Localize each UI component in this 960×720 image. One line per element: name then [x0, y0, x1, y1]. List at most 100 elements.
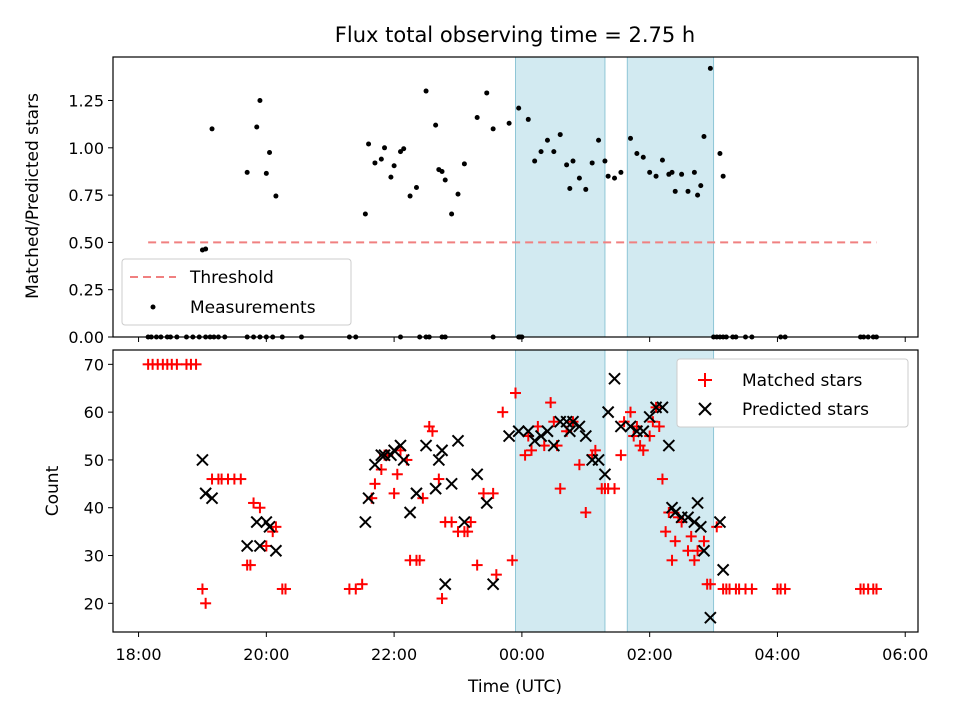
predicted-star-point	[240, 539, 254, 553]
measurement-point	[672, 188, 678, 194]
measurement-point	[659, 157, 665, 163]
measurement-point	[567, 185, 573, 191]
top-y-tick-label: 1.00	[68, 139, 104, 158]
matched-star-point	[637, 444, 649, 456]
bottom-legend-box	[676, 358, 909, 428]
matched-star-point	[554, 483, 566, 495]
measurement-point	[407, 193, 413, 199]
measurement-point	[557, 132, 563, 138]
matched-star-point	[465, 516, 477, 528]
matched-star-point	[525, 444, 537, 456]
top-y-tick-label: 0.00	[68, 328, 104, 347]
x-axis-label: Time (UTC)	[467, 677, 562, 697]
measurement-point	[398, 334, 403, 340]
predicted-star-point	[458, 515, 471, 529]
top-axes: 0.00 0.25 0.50 0.75 1.00 1.25	[68, 56, 919, 347]
measurement-point	[270, 334, 276, 340]
predicted-star-point	[419, 439, 433, 452]
top-data-marks	[145, 65, 879, 340]
measurement-point	[596, 137, 602, 143]
matched-star-point	[519, 449, 531, 461]
measurement-point	[257, 334, 263, 340]
measurement-point	[168, 334, 173, 340]
matched-star-point	[666, 554, 678, 566]
measurement-point	[401, 146, 407, 152]
predicted-star-point	[528, 434, 541, 448]
measurement-point	[263, 334, 269, 340]
predicted-star-point	[681, 511, 695, 524]
measurement-point	[490, 126, 496, 132]
matched-star-point	[478, 487, 490, 499]
measurement-point	[861, 334, 867, 340]
measurements-legend-swatch	[150, 304, 156, 310]
measurement-point	[353, 334, 359, 340]
predicted-star-point	[512, 425, 525, 438]
predicted-star-point	[624, 420, 637, 433]
predicted-star-point	[451, 434, 465, 448]
measurement-point	[148, 334, 154, 340]
predicted-star-point	[362, 491, 375, 505]
predicted-star-point	[522, 425, 535, 438]
matched-star-point	[711, 521, 723, 533]
x-tick-label: 20:00	[243, 645, 289, 664]
matched-star-point	[618, 416, 630, 428]
measurement-point	[263, 170, 269, 176]
predicted-star-point	[480, 496, 493, 510]
predicted-star-point	[502, 429, 516, 443]
measurement-point	[209, 126, 215, 132]
measurement-point	[564, 162, 570, 168]
matched-star-point	[870, 583, 882, 595]
measurement-point	[378, 156, 384, 162]
matched-star-point	[446, 516, 458, 528]
matched-star-point	[580, 507, 592, 519]
measurement-point	[382, 145, 388, 151]
predicted-star-point	[410, 487, 423, 500]
matched-star-point	[375, 463, 387, 475]
measurement-point	[398, 149, 403, 155]
predicted-star-point	[359, 515, 372, 529]
matched-star-point	[682, 545, 694, 557]
predicted-star-point	[394, 439, 407, 452]
predicted-star-point	[697, 544, 711, 557]
measurement-point	[153, 334, 159, 340]
measurement-point	[532, 158, 538, 164]
top-y-axis-label: Matched/Predicted stars	[23, 93, 43, 299]
measurement-point	[865, 334, 871, 340]
predicted-star-point	[445, 477, 458, 491]
measurement-point	[679, 171, 685, 177]
matched-star-point	[589, 444, 601, 456]
measurement-point	[474, 115, 480, 121]
predicted-star-point	[614, 420, 628, 433]
measurement-point	[525, 116, 531, 122]
measurement-point	[743, 334, 748, 340]
bottom-y-tick-label: 20	[84, 594, 104, 613]
measurement-point	[723, 334, 729, 340]
matched-star-point	[497, 406, 509, 418]
measurement-point	[576, 175, 582, 181]
measurement-point	[203, 246, 209, 252]
measurement-point	[519, 334, 525, 340]
measurement-point	[196, 334, 202, 340]
x-tick-label: 02:00	[627, 645, 673, 664]
x-tick-label: 06:00	[882, 645, 928, 664]
measurement-point	[190, 334, 196, 340]
top-legend: Threshold Measurements	[121, 258, 352, 326]
predicted-star-point	[688, 515, 701, 529]
matched-star-point	[545, 397, 557, 409]
matched-star-point	[615, 449, 627, 461]
measurement-point	[749, 334, 755, 340]
measurement-point	[362, 211, 368, 217]
measurement-point	[647, 169, 653, 175]
measurement-point	[423, 88, 429, 94]
matched-star-point	[625, 406, 636, 418]
measurement-point	[538, 149, 544, 155]
matched-star-point	[660, 526, 672, 538]
measurement-point	[618, 169, 624, 175]
matched-star-point	[171, 358, 183, 370]
measurement-point	[244, 334, 250, 340]
measurement-point	[733, 334, 739, 340]
predicted-star-point	[263, 520, 276, 534]
matched-star-point	[647, 416, 659, 428]
predicted-star-point	[704, 611, 717, 624]
measurement-point	[449, 211, 455, 217]
